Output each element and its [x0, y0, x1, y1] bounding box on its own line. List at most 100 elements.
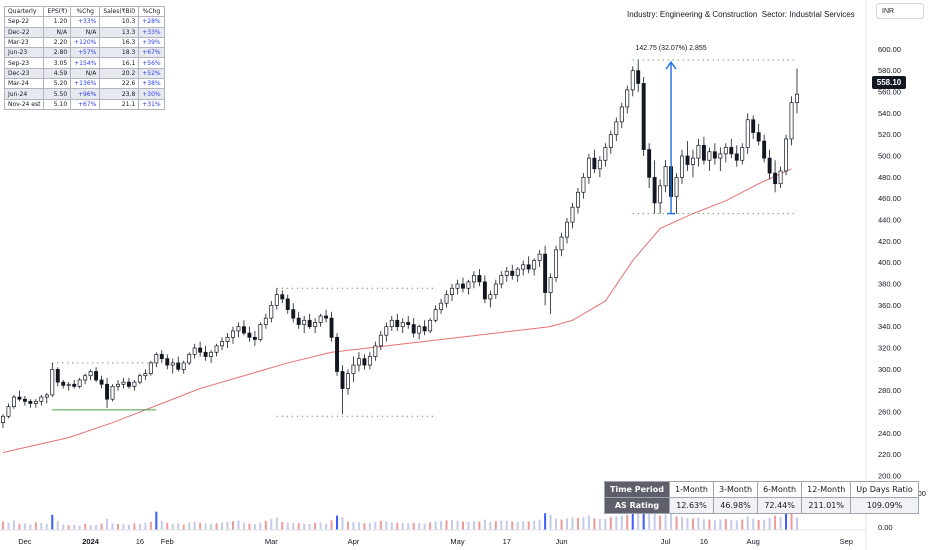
candle: [72, 380, 77, 389]
volume-bar: [401, 523, 404, 530]
candle: [767, 149, 772, 180]
candle-body: [50, 368, 55, 396]
volume-bar: [429, 522, 432, 530]
candle-body: [597, 159, 602, 170]
volume-bar: [472, 521, 475, 530]
candle-body: [335, 336, 339, 372]
volume-bar: [396, 522, 399, 530]
candle: [99, 375, 104, 389]
volume-bar: [593, 518, 596, 530]
volume-bar: [702, 519, 705, 530]
candle: [630, 66, 635, 97]
volume-bar: [730, 520, 733, 530]
candle-body: [12, 396, 16, 408]
candle-body: [362, 358, 367, 366]
candle-body: [784, 138, 788, 172]
candle-body: [652, 176, 657, 204]
candle-body: [324, 315, 329, 319]
price-axis[interactable]: 200.00 220.00 240.00 260.00 280.00 300.00 320.…: [878, 45, 926, 532]
time-tick-label: Aug: [747, 537, 760, 546]
fundamentals-row: Dec-22 N/A N/A 13.3 +33%: [3, 26, 165, 38]
candle: [209, 350, 214, 363]
price-tick-label: 360.00: [878, 301, 901, 310]
candle-body: [526, 264, 531, 270]
fundamentals-cell: 5.10: [43, 98, 72, 110]
candle-body: [729, 147, 734, 155]
rating-period-12m: 12-Month: [801, 481, 852, 498]
candle-body: [641, 83, 646, 150]
candle-body: [274, 294, 279, 306]
volume-bar: [500, 520, 503, 530]
volume-bar: [461, 521, 464, 530]
volume-bar: [686, 518, 689, 530]
fundamentals-cell: Nov-24 est: [3, 98, 45, 110]
candle-body: [734, 153, 739, 161]
candle-body: [384, 326, 389, 336]
candle-body: [99, 379, 104, 385]
fundamentals-cell: N/A: [70, 26, 101, 38]
volume-bar: [691, 518, 694, 530]
time-axis[interactable]: Dec 2024 16 Feb Mar Apr May 17 Jun Jul 16 Aug Sep: [18, 537, 853, 546]
candle-body: [680, 155, 684, 178]
candle: [192, 343, 197, 359]
candle: [608, 130, 613, 154]
volume-bar: [538, 519, 541, 530]
fundamentals-cell: +96%: [70, 88, 101, 100]
volume-bar: [330, 520, 333, 530]
currency-selector[interactable]: INR: [876, 3, 924, 19]
fundamentals-cell: +52%: [138, 67, 165, 80]
fundamentals-row: Nov-24 est 5.10 +67% 21.1 +31%: [3, 98, 165, 110]
volume-bar: [204, 523, 207, 530]
fundamentals-row: Sep-22 1.20 +33% 10.3 +28%: [3, 16, 165, 28]
rating-value-3m: 46.98%: [713, 497, 759, 514]
candle: [170, 358, 175, 374]
candle-body: [701, 144, 706, 161]
fundamentals-row: Mar-23 2.20 +120% 16.3 +39%: [3, 36, 165, 49]
candle-body: [614, 121, 619, 136]
col-eps: EPS(₹): [43, 5, 72, 18]
candle: [543, 245, 548, 306]
volume-bar: [84, 524, 87, 530]
rating-header-label: Time Period: [604, 481, 670, 498]
candle: [373, 341, 378, 361]
candle-body: [236, 326, 241, 332]
volume-bar: [467, 522, 470, 530]
measure-label: 142.75 (32.07%) 2,855: [635, 45, 706, 52]
candle: [1, 414, 5, 428]
candle: [784, 134, 788, 176]
candle-body: [252, 336, 257, 340]
volume-bar: [160, 521, 163, 530]
candle: [12, 394, 16, 409]
fundamentals-cell: +154%: [70, 57, 101, 69]
volume-bar: [7, 522, 10, 530]
candle-body: [159, 354, 164, 360]
candle-body: [176, 362, 181, 370]
fundamentals-cell: +67%: [138, 47, 165, 59]
volume-bar: [681, 516, 684, 530]
fundamentals-cell: +30%: [138, 88, 165, 100]
candle: [471, 271, 476, 289]
fundamentals-cell: Mar-24: [3, 78, 45, 90]
volume-bar: [308, 524, 311, 530]
candle-body: [718, 153, 723, 159]
candle: [105, 377, 109, 408]
volume-bar: [78, 525, 81, 530]
candle: [658, 179, 663, 214]
candle-body: [762, 140, 767, 159]
candle: [203, 345, 208, 361]
candle: [450, 284, 454, 302]
volume-bar: [483, 519, 486, 530]
candle: [778, 166, 783, 188]
volume-bar: [346, 521, 349, 530]
volume-bar: [670, 513, 673, 530]
candle: [335, 333, 339, 376]
candle: [559, 232, 564, 257]
candle-body: [77, 379, 82, 387]
candle-body: [406, 322, 411, 325]
candle: [137, 373, 142, 385]
fundamentals-cell: +57%: [70, 47, 101, 59]
candle-body: [340, 371, 345, 389]
candle-body: [291, 309, 296, 319]
volume-bar: [708, 519, 711, 530]
